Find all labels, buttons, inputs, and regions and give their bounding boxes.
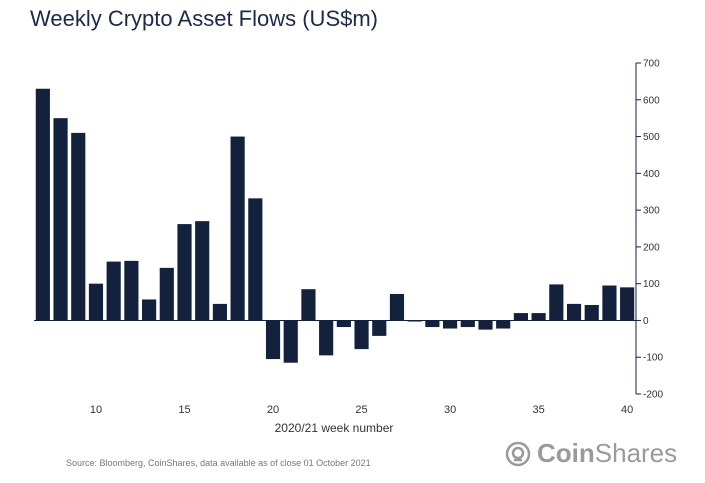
bar-week-14 — [159, 267, 174, 321]
bar-week-38 — [584, 305, 599, 321]
x-tick-label: 25 — [355, 404, 367, 416]
bar-week-11 — [106, 261, 121, 321]
bar-week-8 — [53, 118, 68, 321]
y-tick-label: 400 — [643, 169, 660, 180]
bar-week-15 — [177, 224, 192, 321]
bar-week-35 — [531, 313, 546, 321]
y-tick-label: -200 — [643, 390, 663, 401]
x-axis-label: 2020/21 week number — [275, 421, 394, 435]
bar-week-31 — [460, 320, 475, 328]
bar-week-36 — [549, 284, 564, 321]
bar-week-32 — [478, 320, 493, 330]
x-tick-label: 15 — [178, 404, 190, 416]
y-tick-label: 300 — [643, 206, 660, 217]
y-tick-label: 100 — [643, 279, 660, 290]
bar-week-18 — [230, 136, 245, 321]
y-tick-label: -100 — [643, 353, 663, 364]
bar-week-29 — [425, 320, 440, 328]
bar-week-23 — [319, 320, 334, 356]
x-tick-label: 10 — [90, 404, 102, 416]
bar-week-21 — [283, 320, 298, 363]
chart-title: Weekly Crypto Asset Flows (US$m) — [30, 6, 379, 31]
y-tick-label: 700 — [643, 59, 660, 70]
bar-week-30 — [443, 320, 458, 329]
bar-chart: 700 600 500 400 300 200 100 0 -100 -200 10 15 20 25 3… — [34, 59, 663, 435]
bar-week-9 — [71, 132, 86, 321]
bar-week-26 — [372, 320, 387, 336]
x-tick-label: 30 — [444, 404, 456, 416]
bar-week-33 — [496, 320, 511, 329]
bar-week-20 — [265, 320, 281, 360]
y-tick-label: 0 — [643, 316, 649, 327]
brand-name-shares: Shares — [594, 438, 678, 468]
bar-week-24 — [336, 320, 351, 328]
bar-week-25 — [354, 320, 369, 350]
bar-week-28 — [407, 320, 422, 322]
coinshares-mark-icon — [505, 441, 531, 466]
y-tick-label: 200 — [643, 242, 660, 253]
bar-week-10 — [88, 283, 104, 321]
bar-week-13 — [142, 299, 157, 321]
brand-name-coin: Coin — [537, 438, 595, 468]
bar-week-17 — [212, 303, 227, 321]
bar-week-39 — [602, 285, 617, 321]
bar-week-40 — [620, 287, 635, 321]
y-tick-label: 500 — [643, 132, 660, 143]
bar-week-34 — [513, 313, 528, 321]
bar-week-12 — [124, 260, 139, 321]
x-tick-label: 20 — [267, 404, 279, 416]
x-tick-label: 40 — [621, 404, 633, 416]
bar-week-27 — [389, 293, 405, 321]
bar-week-19 — [248, 198, 263, 321]
source-note: Source: Bloomberg, CoinShares, data avai… — [66, 458, 371, 468]
bar-week-7 — [35, 88, 50, 321]
y-tick-label: 600 — [643, 95, 660, 106]
bar-week-16 — [195, 221, 210, 321]
bar-week-37 — [566, 303, 582, 321]
x-tick-label: 35 — [532, 404, 544, 416]
bar-week-22 — [301, 289, 316, 321]
coinshares-logo: Coin Shares — [505, 438, 677, 469]
